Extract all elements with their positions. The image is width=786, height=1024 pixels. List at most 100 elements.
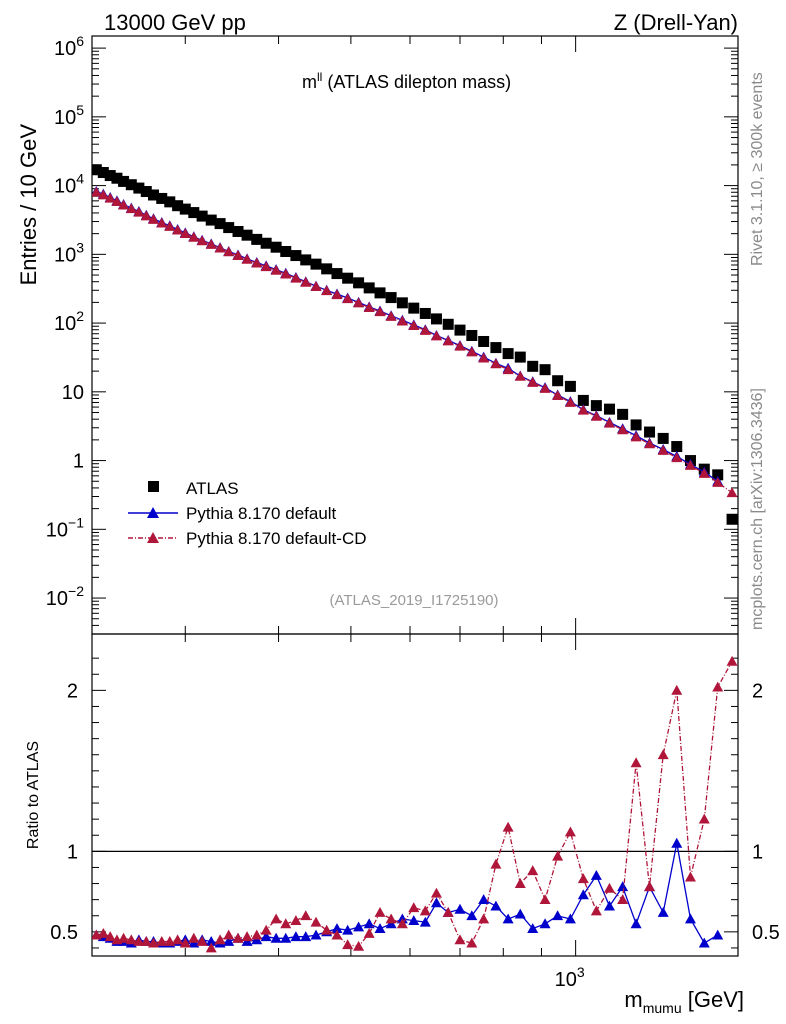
legend-label-atlas: ATLAS <box>186 479 239 498</box>
ratio-data-point <box>300 931 312 942</box>
ratio-data-point <box>490 900 502 911</box>
legend-label-cd: Pythia 8.170 default-CD <box>186 529 367 548</box>
mc-data-point <box>270 264 282 275</box>
ratio-data-point <box>644 881 656 892</box>
main-y-tick-exp: 4 <box>76 171 84 187</box>
ratio-data-point <box>280 918 292 929</box>
atlas-data-point <box>223 222 235 234</box>
ratio-data-point <box>577 873 589 884</box>
ratio-data-point <box>280 932 292 943</box>
atlas-data-point <box>419 307 431 319</box>
main-y-tick-label: 105 <box>54 102 84 129</box>
ratio-y-tick-label-right: 1 <box>752 841 763 863</box>
ratio-data-point <box>712 681 724 692</box>
ratio-data-point <box>430 887 442 898</box>
header-left-title: 13000 GeV pp <box>104 10 246 35</box>
ratio-data-point <box>552 850 564 861</box>
mc-data-point <box>374 306 386 317</box>
atlas-data-point <box>251 233 263 245</box>
plot-title-sup: ll <box>317 70 322 84</box>
atlas-data-point <box>290 250 302 262</box>
ratio-data-point <box>164 936 176 946</box>
mc-data-point <box>241 253 253 264</box>
ratio-data-point <box>630 757 642 768</box>
main-y-tick-label: 10−2 <box>46 583 84 610</box>
ratio-data-point <box>331 923 343 934</box>
mc-data-point <box>196 235 208 246</box>
main-series-2 <box>92 186 738 498</box>
ratio-series-1 <box>92 655 738 953</box>
ratio-data-point <box>419 916 431 927</box>
ratio-data-point <box>156 936 168 946</box>
legend-marker-atlas <box>148 481 159 492</box>
ratio-data-point <box>671 684 683 695</box>
atlas-data-point <box>241 229 253 241</box>
mc-data-point <box>164 221 176 231</box>
plot-title: mll (ATLAS dilepton mass) <box>302 70 511 92</box>
atlas-data-point <box>125 179 137 191</box>
atlas-data-point <box>617 408 629 420</box>
main-y-tick-label: 10−1 <box>46 514 84 541</box>
atlas-data-point <box>564 380 576 392</box>
mc-data-point <box>223 246 235 257</box>
main-y-tick-base: 10 <box>46 588 68 610</box>
ratio-data-point <box>205 936 217 946</box>
ratio-data-point <box>419 905 431 916</box>
ratio-data-point <box>321 924 333 935</box>
atlas-data-point <box>97 167 109 179</box>
ratio-data-point <box>657 749 669 760</box>
mc-data-point <box>630 431 642 442</box>
mc-data-point <box>97 189 109 200</box>
ratio-data-point <box>454 934 466 945</box>
atlas-data-point <box>118 175 130 187</box>
main-y-tick-base: 10 <box>62 382 84 404</box>
mc-data-point <box>419 324 431 335</box>
mc-data-point <box>118 199 130 210</box>
atlas-data-point <box>478 335 490 347</box>
ratio-data-point <box>353 940 365 951</box>
mc-data-point <box>133 206 145 217</box>
atlas-data-point <box>353 277 365 289</box>
atlas-data-point <box>92 164 102 176</box>
atlas-data-point <box>552 375 564 387</box>
ratio-y-tick-label-left: 1 <box>67 841 78 863</box>
mcplots-note: mcplots.cern.ch [arXiv:1306.3436] <box>749 388 766 630</box>
atlas-data-point <box>232 225 244 237</box>
mc-data-point <box>385 310 397 321</box>
ratio-data-point <box>442 907 454 917</box>
x-axis-label: mmumu [GeV] <box>624 987 744 1016</box>
atlas-data-point <box>726 513 738 525</box>
atlas-data-point <box>671 441 683 453</box>
mc-data-point <box>514 370 526 381</box>
x-axis-label-main: m <box>624 987 642 1012</box>
legend-label-default: Pythia 8.170 default <box>186 504 337 523</box>
mc-data-point <box>671 452 683 463</box>
mc-data-point <box>125 203 137 214</box>
ratio-data-point <box>430 897 442 908</box>
mc-data-point <box>527 376 539 387</box>
mc-data-point <box>644 438 656 449</box>
ratio-data-point <box>590 870 602 880</box>
ratio-data-point <box>527 923 539 934</box>
main-series-layer <box>92 164 738 525</box>
mc-data-point <box>232 250 244 260</box>
atlas-data-point <box>490 342 502 354</box>
ratio-data-point <box>214 934 226 945</box>
ratio-data-point <box>726 655 738 666</box>
mc-data-point <box>684 459 696 470</box>
ratio-data-point <box>97 927 109 938</box>
atlas-data-point <box>148 189 160 201</box>
mc-data-point <box>552 390 564 401</box>
ratio-data-point <box>363 918 375 929</box>
ratio-data-point <box>205 942 217 953</box>
main-y-tick-exp: 5 <box>76 102 84 118</box>
mc-data-point <box>260 261 272 272</box>
main-y-tick-label: 1 <box>73 451 84 473</box>
ratio-data-point <box>310 929 322 940</box>
ratio-y-tick-label-right: 0.5 <box>752 922 780 944</box>
mc-data-point <box>280 268 292 279</box>
ratio-data-point <box>118 932 130 943</box>
mc-data-point <box>300 276 312 287</box>
mc-data-point <box>148 213 160 224</box>
